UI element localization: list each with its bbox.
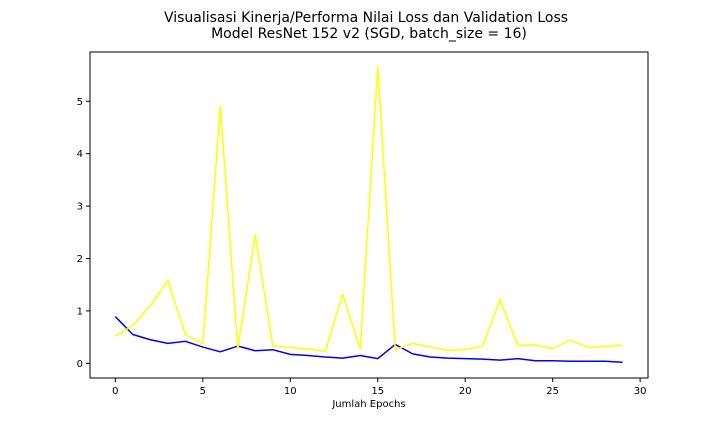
x-tick-label-4: 20 (459, 386, 472, 397)
x-tick-label-0: 0 (112, 386, 118, 397)
y-tick-label-1: 1 (77, 306, 83, 317)
x-tick-label-6: 30 (634, 386, 647, 397)
chart-title-line2: Model ResNet 152 v2 (SGD, batch_size = 1… (211, 26, 527, 42)
x-tick-label-1: 5 (200, 386, 206, 397)
x-tick-label-2: 10 (284, 386, 297, 397)
plot-area: 0 5 10 15 20 25 30 0 1 2 3 4 5 (77, 65, 647, 397)
y-tick-label-2: 2 (77, 254, 83, 265)
series-line-1 (114, 65, 623, 353)
y-tick-label-5: 5 (77, 97, 83, 108)
axes-frame (89, 51, 649, 379)
y-tick-label-4: 4 (77, 149, 83, 160)
y-tick-label-3: 3 (77, 202, 83, 213)
chart-title-line1: Visualisasi Kinerja/Performa Nilai Loss … (164, 10, 568, 26)
x-tick-label-5: 25 (546, 386, 559, 397)
x-axis-label: Jumlah Epochs (331, 399, 405, 410)
x-tick-label-3: 15 (371, 386, 384, 397)
y-tick-label-0: 0 (77, 359, 83, 370)
series-line-0 (114, 316, 623, 364)
